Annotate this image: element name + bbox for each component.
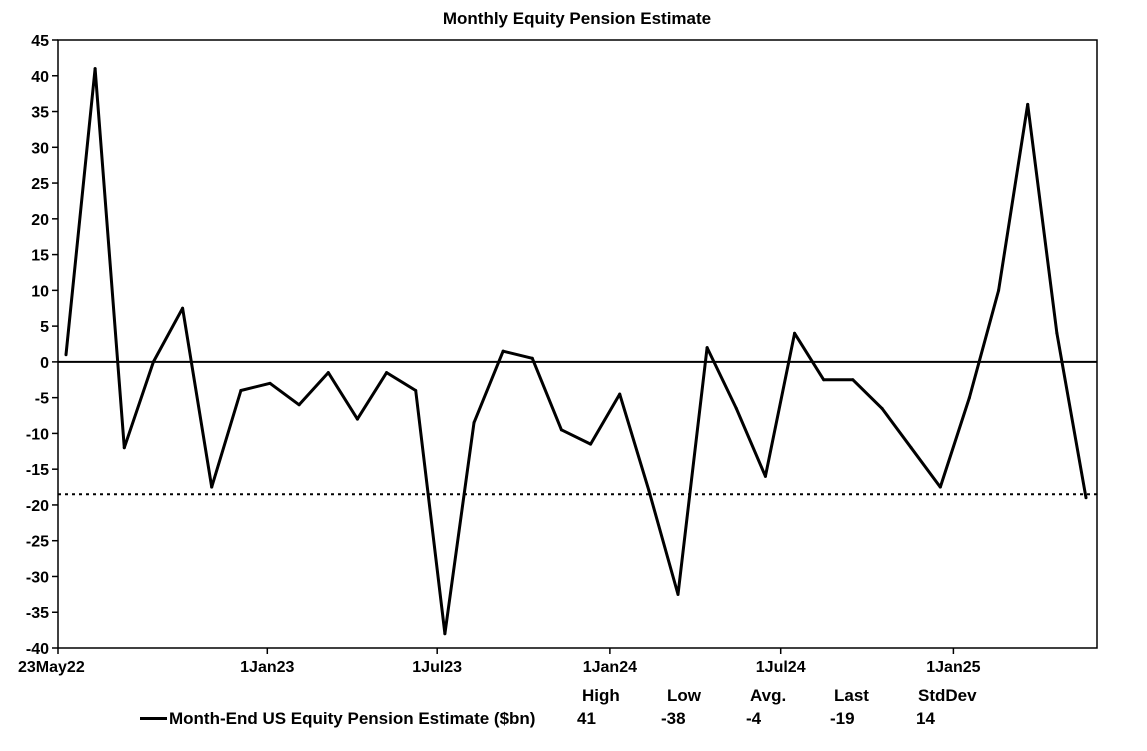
stat-header-avg: Avg. — [750, 686, 787, 705]
data-point — [734, 406, 738, 410]
x-tick-label: 1Jan24 — [583, 659, 637, 676]
y-tick-label: 0 — [40, 355, 49, 372]
data-point — [763, 474, 767, 478]
data-point — [472, 421, 476, 425]
data-point — [938, 485, 942, 489]
x-tick-label: 1Jan23 — [240, 659, 294, 676]
stat-value-last: -19 — [830, 709, 855, 728]
data-point — [93, 67, 97, 71]
data-point — [909, 446, 913, 450]
x-tick-label: 1Jan25 — [926, 659, 980, 676]
data-point — [326, 371, 330, 375]
data-point — [1055, 331, 1059, 335]
y-tick-label: 10 — [31, 283, 49, 300]
data-point — [967, 396, 971, 400]
data-point — [1026, 102, 1030, 106]
y-axis: 45 40 35 30 25 20 15 10 5 0 -5 -10 -15 -20 -25 -30 -35 -4… — [26, 33, 58, 658]
data-point — [618, 392, 622, 396]
legend-swatch — [140, 717, 167, 720]
stat-header-high: High — [582, 686, 620, 705]
data-point — [997, 288, 1001, 292]
data-point — [385, 371, 389, 375]
data-point — [355, 417, 359, 421]
plot-area — [57, 39, 1098, 649]
y-tick-label: -25 — [26, 534, 49, 551]
y-tick-label: 30 — [31, 140, 49, 157]
y-tick-label: 15 — [31, 248, 49, 265]
y-tick-label: -10 — [26, 426, 49, 443]
data-point — [880, 406, 884, 410]
y-tick-label: -5 — [35, 391, 49, 408]
data-point — [530, 356, 534, 360]
y-tick-label: 35 — [31, 105, 49, 122]
stat-header-last: Last — [834, 686, 869, 705]
x-tick-label: 1Jul24 — [756, 659, 806, 676]
stat-header-stddev: StdDev — [918, 686, 977, 705]
series-line-equity-pension — [64, 67, 1088, 636]
y-tick-label: -35 — [26, 605, 49, 622]
stat-value-stddev: 14 — [916, 709, 935, 728]
data-point — [676, 592, 680, 596]
data-points — [64, 67, 1088, 636]
data-point — [501, 349, 505, 353]
data-point — [414, 388, 418, 392]
data-point — [64, 353, 68, 357]
data-point — [210, 485, 214, 489]
stat-value-low: -38 — [661, 709, 686, 728]
y-tick-label: -15 — [26, 462, 49, 479]
y-tick-label: 5 — [40, 319, 49, 336]
x-tick-label: 1Jul23 — [412, 659, 462, 676]
y-tick-label: -20 — [26, 498, 49, 515]
y-tick-label: 45 — [31, 33, 49, 50]
data-point — [822, 378, 826, 382]
x-tick-label: 23May22 — [18, 659, 85, 676]
stat-value-avg: -4 — [746, 709, 762, 728]
data-point — [793, 331, 797, 335]
data-point — [181, 306, 185, 310]
x-axis: 23May22 1Jan23 1Jul23 1Jan24 1Jul24 1Jan25 — [18, 648, 981, 676]
data-point — [851, 378, 855, 382]
data-point — [297, 403, 301, 407]
y-tick-label: 40 — [31, 69, 49, 86]
stat-header-low: Low — [667, 686, 701, 705]
data-point — [443, 632, 447, 636]
y-tick-label: -30 — [26, 569, 49, 586]
data-point — [239, 388, 243, 392]
chart-title: Monthly Equity Pension Estimate — [443, 9, 711, 28]
y-tick-label: 20 — [31, 212, 49, 229]
data-point — [268, 381, 272, 385]
data-point — [122, 446, 126, 450]
y-tick-label: -40 — [26, 641, 49, 658]
data-point — [1084, 496, 1088, 500]
y-tick-label: 25 — [31, 176, 49, 193]
legend-label: Month-End US Equity Pension Estimate ($b… — [169, 709, 536, 728]
data-point — [705, 346, 709, 350]
stat-value-high: 41 — [577, 709, 596, 728]
data-point — [589, 442, 593, 446]
data-point — [647, 489, 651, 493]
data-point — [151, 360, 155, 364]
data-point — [559, 428, 563, 432]
